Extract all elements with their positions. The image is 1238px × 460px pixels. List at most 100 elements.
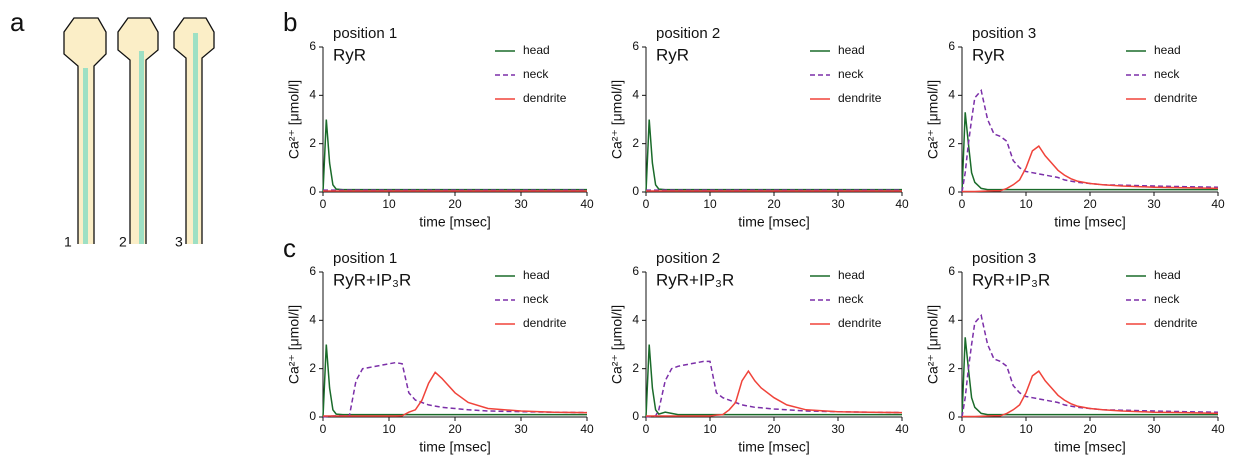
legend-label: head: [838, 268, 865, 282]
y-tick-label: 0: [948, 184, 955, 198]
position-bar: [193, 33, 198, 244]
legend-label: dendrite: [1154, 316, 1198, 330]
position-bar: [139, 51, 144, 244]
data-line: [961, 88, 1219, 193]
legend-label: neck: [838, 67, 864, 81]
data-line: [322, 361, 588, 418]
y-tick-label: 2: [948, 136, 955, 150]
data-line: [645, 344, 902, 418]
x-tick-label: 30: [831, 422, 845, 436]
legend-label: dendrite: [1154, 91, 1198, 105]
chart-subtitle: RyR: [656, 45, 689, 64]
x-tick-label: 40: [1211, 422, 1225, 436]
data-line: [961, 337, 1218, 418]
y-tick-label: 6: [632, 264, 639, 278]
legend-label: dendrite: [523, 91, 567, 105]
chart-title: position 1: [333, 25, 397, 42]
y-tick-label: 4: [309, 88, 316, 102]
x-tick-label: 10: [703, 197, 717, 211]
x-tick-label: 40: [1211, 197, 1225, 211]
legend-label: neck: [1154, 292, 1180, 306]
y-tick-label: 0: [309, 184, 316, 198]
data-line: [322, 119, 587, 193]
x-tick-label: 20: [1083, 197, 1097, 211]
y-tick-label: 0: [309, 409, 316, 423]
y-axis-label: Ca²⁺ [μmol/l]: [925, 80, 941, 159]
position-label: 1: [64, 234, 72, 250]
x-axis-label: time [msec]: [738, 439, 810, 455]
chart-title: position 1: [333, 250, 397, 267]
y-tick-label: 2: [309, 136, 316, 150]
data-line: [962, 370, 1219, 418]
x-tick-label: 30: [1147, 197, 1161, 211]
y-axis-label: Ca²⁺ [μmol/l]: [925, 305, 941, 384]
y-tick-label: 6: [948, 39, 955, 53]
x-tick-label: 40: [580, 197, 594, 211]
x-axis-label: time [msec]: [738, 214, 810, 230]
x-tick-label: 10: [1019, 197, 1033, 211]
y-tick-label: 2: [309, 361, 316, 375]
markers: [83, 33, 198, 244]
chart-title: position 3: [972, 25, 1036, 42]
chart-subtitle: RyR+IP₃R: [656, 270, 734, 289]
chart-title: position 3: [972, 250, 1036, 267]
data-line: [645, 119, 902, 193]
y-tick-label: 0: [632, 184, 639, 198]
x-axis-label: time [msec]: [419, 439, 491, 455]
x-tick-label: 40: [895, 197, 909, 211]
position-bar: [83, 68, 88, 244]
chart-subtitle: RyR: [333, 45, 366, 64]
y-tick-label: 0: [632, 409, 639, 423]
x-axis-label: time [msec]: [1054, 439, 1126, 455]
x-tick-label: 0: [959, 197, 966, 211]
y-axis-label: Ca²⁺ [μmol/l]: [286, 305, 302, 384]
chart-subtitle: RyR: [972, 45, 1005, 64]
legend-label: head: [523, 43, 550, 57]
y-axis-label: Ca²⁺ [μmol/l]: [609, 80, 625, 159]
chart-title: position 2: [656, 25, 720, 42]
chart-title: position 2: [656, 250, 720, 267]
chart-subtitle: RyR+IP₃R: [972, 270, 1050, 289]
x-tick-label: 30: [831, 197, 845, 211]
x-tick-label: 30: [1147, 422, 1161, 436]
x-tick-label: 10: [382, 422, 396, 436]
y-tick-label: 4: [632, 313, 639, 327]
legend-label: head: [1154, 43, 1181, 57]
y-tick-label: 6: [632, 39, 639, 53]
spine: [117, 17, 159, 244]
legend-label: dendrite: [838, 91, 882, 105]
x-axis-label: time [msec]: [419, 214, 491, 230]
panel-label: c: [283, 233, 296, 263]
y-tick-label: 4: [948, 313, 955, 327]
legend-label: neck: [838, 292, 864, 306]
data-line: [961, 313, 1219, 418]
x-tick-label: 30: [514, 197, 528, 211]
y-tick-label: 4: [632, 88, 639, 102]
y-tick-label: 2: [632, 361, 639, 375]
x-tick-label: 0: [320, 422, 327, 436]
x-tick-label: 20: [448, 197, 462, 211]
x-tick-label: 0: [643, 422, 650, 436]
position-label: 3: [175, 234, 183, 250]
legend-label: head: [1154, 268, 1181, 282]
legend-label: head: [838, 43, 865, 57]
y-tick-label: 0: [948, 409, 955, 423]
legend-label: neck: [523, 292, 549, 306]
legend-label: dendrite: [838, 316, 882, 330]
panel-label: a: [10, 7, 25, 37]
x-tick-label: 0: [320, 197, 327, 211]
position-label: 2: [119, 234, 127, 250]
chart-subtitle: RyR+IP₃R: [333, 270, 411, 289]
data-line: [645, 360, 903, 418]
y-tick-label: 6: [309, 39, 316, 53]
x-tick-label: 20: [767, 197, 781, 211]
x-tick-label: 20: [1083, 422, 1097, 436]
x-tick-label: 20: [767, 422, 781, 436]
y-tick-label: 6: [309, 264, 316, 278]
y-tick-label: 4: [309, 313, 316, 327]
legend-label: neck: [1154, 67, 1180, 81]
x-tick-label: 40: [895, 422, 909, 436]
x-tick-label: 30: [514, 422, 528, 436]
data-line: [323, 371, 588, 417]
